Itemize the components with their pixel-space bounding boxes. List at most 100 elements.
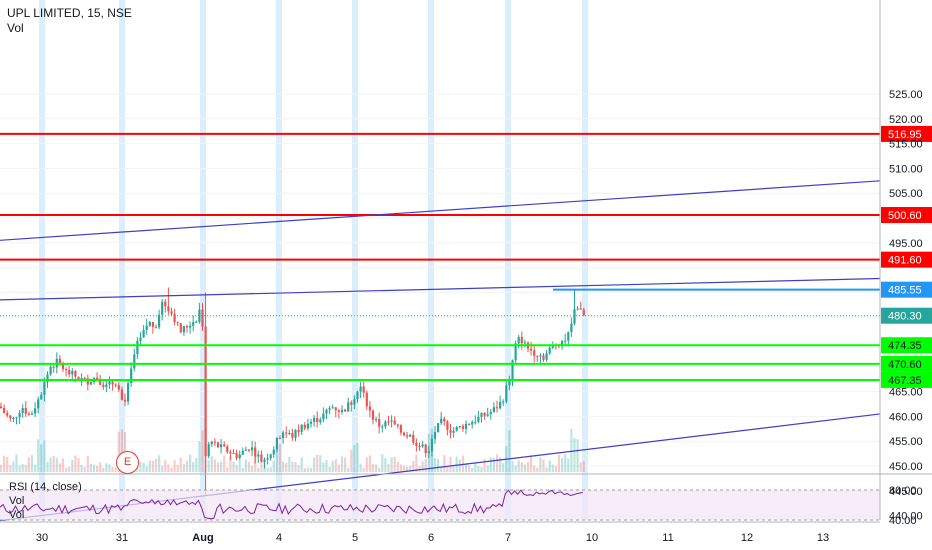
candle-body-92 [285, 432, 288, 434]
candle-body-76 [235, 452, 238, 459]
volume-bar-116 [359, 463, 362, 472]
volume-bar-60 [185, 461, 189, 472]
candle-body-105 [325, 409, 328, 414]
volume-bar-187 [579, 462, 582, 472]
candle-body-139 [430, 438, 433, 452]
volume-bar-56 [173, 460, 176, 472]
time-tick-10: 13 [817, 532, 829, 544]
volume-bar-169 [523, 464, 526, 472]
candle-body-168 [520, 336, 523, 344]
candle-body-129 [399, 425, 402, 433]
volume-bar-50 [154, 458, 158, 472]
candle-body-113 [350, 402, 353, 405]
volume-bar-115 [356, 442, 359, 472]
price-tick-1: 445.00 [889, 486, 923, 498]
volume-bar-125 [387, 463, 390, 472]
level-label-bg-5 [881, 355, 932, 372]
volume-bar-159 [492, 457, 495, 472]
candle-body-148 [458, 426, 461, 428]
candle-body-2 [6, 413, 9, 416]
candle-body-43 [133, 354, 136, 369]
candle-body-134 [415, 442, 418, 446]
candle-body-54 [167, 306, 170, 312]
volume-bar-1 [3, 455, 6, 472]
volume-bar-103 [319, 455, 322, 472]
volume-bar-28 [86, 456, 89, 472]
candle-body-147 [455, 427, 458, 431]
candle-body-107 [331, 407, 334, 409]
last-price-label: 480.30 [888, 311, 922, 323]
level-label-6: 467.35 [888, 375, 922, 387]
level-label-bg-1 [881, 207, 932, 224]
volume-bar-52 [161, 465, 164, 472]
volume-bar-31 [96, 465, 99, 472]
volume-bar-108 [334, 459, 337, 472]
candle-body-81 [251, 447, 254, 451]
volume-bar-114 [353, 445, 356, 472]
candle-body-42 [130, 368, 133, 384]
candle-body-14 [43, 382, 46, 395]
volume-bar-122 [378, 467, 381, 472]
rsi-line [0, 489, 583, 520]
candle-body-181 [561, 341, 564, 347]
volume-bar-51 [158, 455, 161, 472]
candle-body-163 [505, 385, 508, 402]
price-axis[interactable]: 440.00 445.00 450.00 455.00 460.00 465.00 495.… [879, 0, 923, 527]
candle-body-88 [272, 449, 275, 455]
rsi-pane [0, 473, 932, 521]
level-label-1: 500.60 [888, 210, 922, 222]
volume-bar-120 [371, 463, 375, 472]
candle-body-132 [409, 434, 412, 437]
level-label-bg-0 [881, 125, 932, 142]
volume-bar-32 [99, 462, 102, 472]
candle-body-80 [247, 449, 251, 451]
candle-body-50 [154, 327, 158, 329]
level-label-3: 485.55 [888, 285, 922, 297]
price-tick-16: 520.00 [889, 114, 923, 126]
volume-bar-59 [182, 464, 185, 472]
horizontal-levels[interactable]: 516.95 500.60 491.60 485.55 474.35 470.60 467.… [0, 125, 932, 388]
candle-body-32 [99, 379, 102, 385]
volume-bar-97 [300, 457, 303, 472]
volume-bar-36 [111, 466, 114, 472]
volume-bar-11 [34, 464, 37, 472]
volume-bar-53 [164, 460, 167, 472]
volume-bar-39 [120, 429, 123, 472]
volume-bar-166 [514, 465, 517, 472]
candle-body-5 [15, 417, 18, 419]
candle-body-25 [77, 376, 80, 380]
candle-body-122 [378, 419, 381, 427]
candle-body-125 [387, 421, 390, 423]
candle-body-183 [567, 332, 570, 341]
candle-body-70 [216, 442, 220, 448]
candle-body-96 [297, 429, 300, 432]
volume-bar-38 [117, 431, 120, 472]
candle-body-109 [337, 410, 340, 412]
candle-body-57 [176, 322, 179, 324]
candle-body-10 [30, 413, 34, 415]
candle-body-40 [123, 399, 127, 402]
candle-body-11 [34, 408, 37, 414]
volume-bar-167 [517, 460, 520, 472]
price-tick-17: 525.00 [889, 89, 923, 101]
volume-bar-57 [176, 464, 179, 472]
earnings-marker[interactable]: E [116, 451, 139, 474]
candle-body-116 [359, 386, 362, 392]
candle-body-6 [18, 413, 21, 418]
volume-bar-126 [390, 457, 393, 472]
volume-bar-70 [216, 462, 220, 472]
candle-body-13 [40, 394, 43, 400]
candle-body-89 [275, 437, 278, 450]
time-axis[interactable]: 30 31 Aug 4 5 6 7 10 11 12 13 [0, 521, 880, 544]
volume-bar-102 [316, 454, 319, 472]
candle-body-51 [158, 314, 161, 328]
time-tick-0: 30 [36, 532, 48, 544]
candle-body-52 [161, 301, 164, 315]
candles [0, 287, 585, 496]
candle-body-12 [37, 399, 40, 409]
candle-body-178 [551, 345, 554, 348]
volume-bar-184 [570, 428, 573, 472]
volume-bar-143 [443, 455, 446, 472]
